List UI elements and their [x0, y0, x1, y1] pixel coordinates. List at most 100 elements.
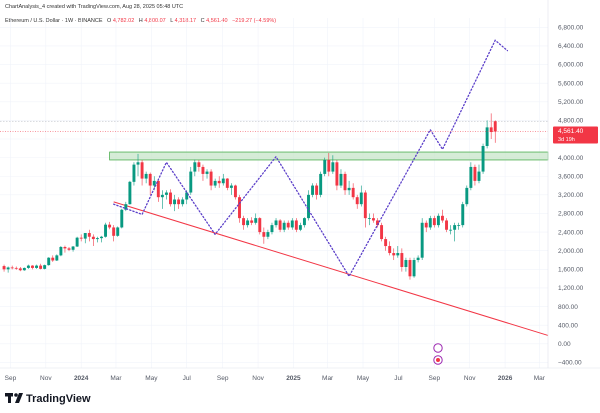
y-tick-label: 5,200.00 [558, 99, 584, 106]
ohlc-low-value: 4,318.17 [175, 18, 196, 24]
y-tick-label: 5,600.00 [558, 80, 584, 87]
candle-body [112, 227, 116, 236]
price-tag-value: 4,561.40 [558, 128, 584, 135]
candle [148, 172, 152, 195]
candle-body [51, 257, 55, 261]
candle-body [286, 222, 290, 228]
candle [233, 184, 237, 200]
candle [217, 176, 221, 188]
candle [173, 194, 177, 212]
x-tick-label: Sep [5, 375, 17, 382]
candle [213, 178, 217, 188]
candle [282, 220, 286, 233]
x-tick-label: Mar [322, 375, 334, 382]
ohlc-low-key: L [170, 18, 173, 24]
candle [43, 264, 47, 270]
current-price-tag: 4,561.40 3d 19h [553, 126, 598, 144]
candle [290, 218, 294, 230]
candle [164, 190, 168, 200]
candle [477, 164, 481, 184]
candle [294, 218, 298, 233]
candle-body [140, 162, 144, 179]
candle [225, 178, 229, 191]
candle [2, 264, 6, 272]
trendline-layer [113, 201, 549, 336]
candle [331, 155, 335, 174]
candle-body [2, 266, 6, 270]
candle [95, 236, 99, 243]
price-axis[interactable]: −400.00 0.00 400.00 800.00 1,200.00 1,600.00 2… [547, 0, 584, 368]
candle-body [359, 192, 363, 205]
candle [440, 209, 444, 223]
candle [22, 267, 26, 271]
candle-body [335, 162, 339, 186]
tradingview-logo[interactable]: TradingView [5, 393, 91, 405]
candle [246, 218, 250, 228]
candle [278, 219, 282, 233]
candle [319, 171, 323, 198]
y-tick-label: 3,600.00 [558, 173, 584, 180]
candle-body [75, 237, 79, 247]
x-tick-label: 2026 [498, 375, 513, 382]
candle-body [258, 218, 262, 233]
x-tick-label: Sep [217, 375, 229, 382]
candle [465, 185, 469, 207]
price-change: −219.27 (−4.59%) [232, 18, 276, 24]
candle [59, 246, 63, 257]
candle [420, 218, 424, 261]
candles-layer [2, 113, 497, 280]
candle-body [432, 218, 436, 226]
candle-body [26, 265, 30, 268]
candle-body [327, 159, 331, 172]
chart-header: ChartAnalysis_4 created with TradingView… [5, 4, 276, 24]
candle [335, 159, 339, 191]
candle-body [59, 246, 63, 256]
candle-body [396, 253, 400, 256]
candle-body [173, 199, 177, 205]
candle [39, 263, 43, 270]
candle-body [363, 192, 367, 219]
candle [160, 190, 164, 209]
candle-body [254, 218, 258, 223]
candle [367, 213, 371, 226]
candle-body [229, 185, 233, 188]
candle-body [416, 257, 420, 261]
candle [254, 213, 258, 225]
projected-path [113, 39, 509, 278]
y-tick-label: −400.00 [558, 360, 582, 367]
candle [144, 171, 148, 184]
candle-body [420, 222, 424, 258]
candle [242, 215, 246, 230]
x-tick-label: Jul [183, 375, 192, 382]
candle [436, 213, 440, 228]
y-tick-label: 4,000.00 [558, 155, 584, 162]
y-tick-label: 400.00 [558, 322, 578, 329]
candle-body [392, 253, 396, 256]
candle [100, 235, 103, 243]
candle-body [408, 260, 412, 277]
candle-body [440, 215, 444, 221]
candle [169, 189, 172, 207]
candle-body [323, 159, 327, 174]
candle [104, 222, 108, 238]
candle-body [132, 164, 136, 182]
time-axis[interactable]: Sep Nov 2024 Mar May Jul Sep Nov 2025 Mar May Jul Se… [0, 367, 600, 382]
candle [128, 180, 132, 205]
candle [83, 233, 87, 244]
candle [307, 190, 310, 221]
tradingview-wordmark: TradingView [26, 393, 91, 405]
candle-body [181, 199, 185, 205]
candle [262, 227, 266, 244]
candle [18, 267, 22, 272]
candle [87, 229, 91, 242]
candle-body [412, 260, 416, 277]
candle [47, 257, 51, 266]
candle [140, 159, 144, 186]
candle-body [453, 225, 457, 230]
candle-body [43, 265, 47, 269]
candle [67, 246, 71, 252]
candle [396, 246, 400, 258]
candle [392, 248, 396, 261]
candle [112, 225, 116, 242]
